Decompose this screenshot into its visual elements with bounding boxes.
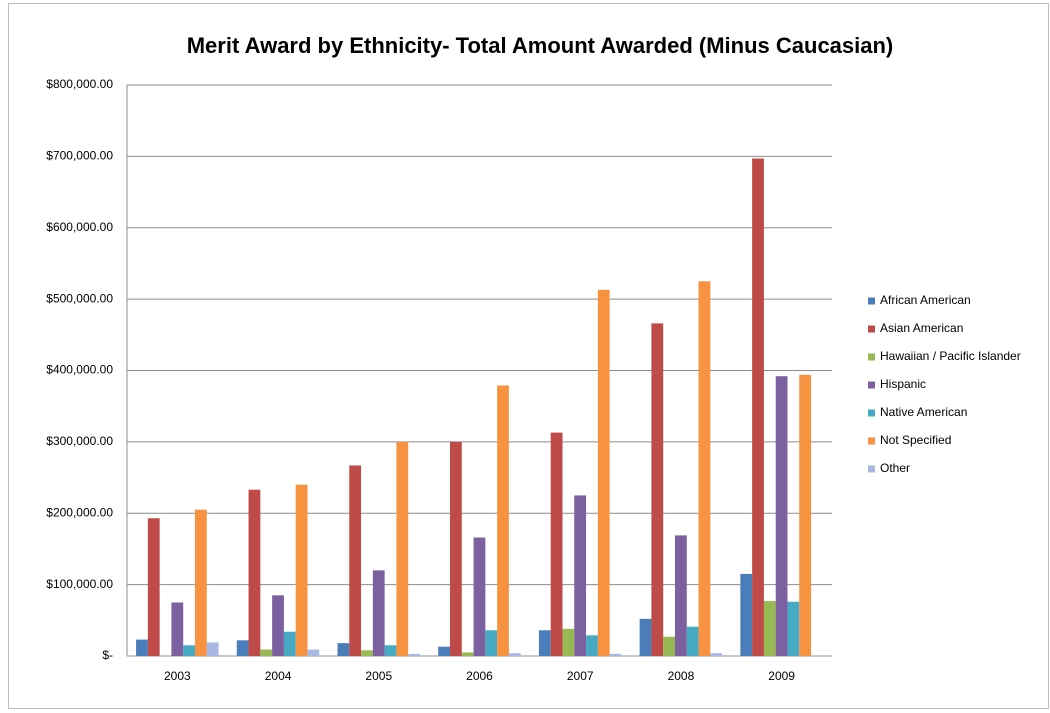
bar [538, 630, 551, 656]
legend-label: Not Specified [880, 433, 951, 447]
legend-swatch [868, 465, 875, 473]
bar [349, 465, 362, 656]
legend-label: Hispanic [880, 377, 926, 391]
bar [183, 645, 195, 656]
bar [438, 646, 450, 656]
bar [550, 432, 563, 656]
legend-label: Hawaiian / Pacific Islander [880, 349, 1021, 363]
bar [497, 385, 509, 656]
bar [597, 289, 610, 656]
bar [337, 643, 350, 656]
bar [799, 374, 812, 656]
bar [508, 653, 521, 656]
legend-swatch [868, 353, 875, 361]
bar [295, 484, 308, 656]
bar [384, 645, 397, 656]
x-tick-label: 2009 [768, 669, 795, 683]
x-tick-label: 2004 [265, 669, 292, 683]
y-tick-label: $700,000.00 [46, 149, 113, 163]
x-tick-label: 2005 [365, 669, 392, 683]
legend-label: Other [880, 461, 910, 475]
legend-label: Native American [880, 405, 967, 419]
legend-label: African American [880, 293, 971, 307]
legend-swatch [868, 437, 875, 445]
chart-frame [8, 3, 1049, 709]
y-tick-label: $300,000.00 [46, 434, 113, 448]
bar [194, 509, 207, 656]
y-tick-label: $600,000.00 [46, 220, 113, 234]
x-tick-label: 2003 [164, 669, 191, 683]
y-tick-label: $800,000.00 [46, 77, 113, 91]
x-tick-label: 2008 [668, 669, 695, 683]
y-tick-label: $400,000.00 [46, 363, 113, 377]
bar [698, 281, 711, 656]
bar [461, 652, 474, 656]
bar [710, 653, 723, 656]
legend-label: Asian American [880, 321, 963, 335]
bar [260, 649, 273, 656]
bar [171, 602, 184, 656]
bar [449, 441, 462, 656]
legend-swatch [868, 297, 875, 305]
legend-swatch [868, 325, 875, 333]
y-tick-label: $500,000.00 [46, 291, 113, 305]
bar [206, 642, 219, 656]
x-tick-label: 2006 [466, 669, 493, 683]
bar [562, 628, 575, 656]
bar [686, 626, 699, 656]
bar [639, 618, 652, 656]
bar [283, 631, 296, 656]
bar [663, 636, 675, 656]
bar [574, 495, 587, 656]
bar [396, 441, 409, 656]
bar [147, 518, 160, 656]
bar [609, 653, 622, 656]
bar [473, 537, 486, 656]
bar [763, 601, 776, 656]
bar [651, 323, 664, 656]
bar [408, 653, 420, 656]
bar [307, 649, 320, 656]
legend-swatch [868, 381, 875, 389]
chart-title: Merit Award by Ethnicity- Total Amount A… [187, 33, 894, 58]
bar [787, 601, 800, 656]
bar [272, 595, 284, 656]
bar [752, 158, 764, 657]
bar [674, 535, 687, 656]
bar [775, 376, 788, 656]
x-tick-label: 2007 [567, 669, 594, 683]
bar [485, 630, 498, 656]
y-tick-label: $- [102, 648, 113, 662]
y-tick-label: $200,000.00 [46, 505, 113, 519]
bar [372, 570, 385, 656]
bar [740, 573, 753, 656]
bar [136, 639, 148, 656]
legend-swatch [868, 409, 875, 417]
bar [361, 650, 373, 656]
y-tick-label: $100,000.00 [46, 577, 113, 591]
bar [248, 489, 261, 656]
bar [236, 640, 249, 656]
bar [586, 635, 598, 656]
